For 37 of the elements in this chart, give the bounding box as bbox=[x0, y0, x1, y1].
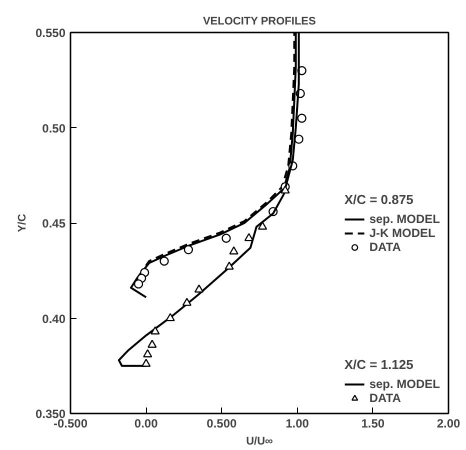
point bbox=[280, 185, 290, 194]
point bbox=[244, 233, 254, 242]
point bbox=[222, 234, 231, 243]
point bbox=[229, 246, 238, 254]
x-axis-title: U/U∞ bbox=[246, 436, 274, 448]
point bbox=[142, 358, 151, 367]
legend-label: J-K MODEL bbox=[369, 226, 436, 240]
legend-label: DATA bbox=[369, 391, 401, 405]
point bbox=[148, 340, 157, 348]
x-tick-label: 0.00 bbox=[134, 416, 158, 430]
y-tick-label: 0.40 bbox=[42, 312, 66, 326]
y-axis-title: Y/C bbox=[16, 214, 28, 232]
point bbox=[297, 114, 306, 123]
point bbox=[258, 222, 268, 230]
point bbox=[184, 245, 194, 254]
y-tick-label: 0.550 bbox=[35, 26, 66, 40]
text: X/C = 0.875 bbox=[344, 192, 414, 206]
legend-label: sep. MODEL bbox=[369, 377, 440, 391]
x-tick-label: 0.500 bbox=[206, 416, 238, 430]
legend-label: DATA bbox=[369, 240, 401, 254]
text: X/C = 1.125 bbox=[344, 357, 414, 372]
point bbox=[182, 298, 192, 306]
point bbox=[134, 279, 144, 289]
x-tick-label: 1.50 bbox=[361, 416, 385, 430]
point bbox=[150, 326, 160, 334]
point bbox=[224, 262, 234, 270]
chart-title: VELOCITY PROFILES bbox=[202, 16, 316, 28]
y-tick-label: 0.45 bbox=[42, 216, 66, 230]
x-tick-label: -0.500 bbox=[53, 416, 88, 430]
legend-label: sep. MODEL bbox=[369, 212, 440, 226]
point bbox=[160, 256, 169, 266]
x-tick-label: 1.00 bbox=[286, 416, 310, 430]
point bbox=[166, 313, 175, 322]
x-tick-label: 2.00 bbox=[436, 416, 461, 430]
y-tick-label: 0.50 bbox=[42, 121, 66, 136]
point bbox=[194, 284, 204, 293]
point bbox=[143, 349, 152, 358]
